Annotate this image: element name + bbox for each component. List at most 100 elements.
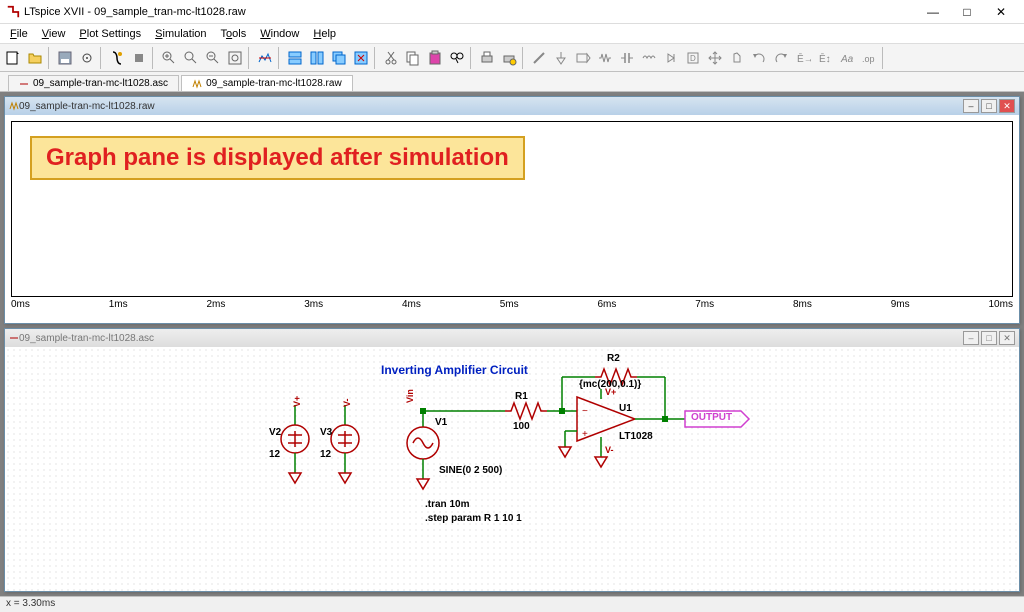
- draw-wire-icon[interactable]: [528, 47, 550, 69]
- x-tick: 10ms: [989, 299, 1013, 310]
- run-icon[interactable]: [106, 47, 128, 69]
- menu-tools[interactable]: Tools: [215, 26, 253, 42]
- halt-icon[interactable]: [128, 47, 150, 69]
- v3-name[interactable]: V3: [320, 427, 332, 438]
- menu-simulation[interactable]: Simulation: [149, 26, 212, 42]
- waveform-icon: [9, 101, 19, 111]
- status-text: x = 3.30ms: [6, 598, 55, 609]
- x-tick: 8ms: [793, 299, 812, 310]
- graph-body[interactable]: Graph pane is displayed after simulation…: [5, 115, 1019, 323]
- u1-name[interactable]: U1: [619, 403, 632, 414]
- schematic-canvas[interactable]: Inverting Amplifier Circuit V+: [5, 347, 1019, 591]
- schematic-titlebar[interactable]: 09_sample-tran-mc-lt1028.asc – □ ✕: [5, 329, 1019, 347]
- v2-value[interactable]: 12: [269, 449, 280, 460]
- label-net-icon[interactable]: [572, 47, 594, 69]
- child-minimize-button[interactable]: –: [963, 331, 979, 345]
- svg-text:.op: .op: [862, 54, 875, 64]
- v3-component[interactable]: V-: [331, 398, 359, 483]
- child-close-button[interactable]: ✕: [999, 331, 1015, 345]
- spice-tran[interactable]: .tran 10m: [425, 499, 469, 510]
- v1-sine[interactable]: SINE(0 2 500): [439, 465, 502, 476]
- plot-area[interactable]: Graph pane is displayed after simulation: [11, 121, 1013, 297]
- schematic-icon: [19, 79, 29, 89]
- r1-name[interactable]: R1: [515, 391, 528, 402]
- x-tick: 5ms: [500, 299, 519, 310]
- print-setup-icon[interactable]: [498, 47, 520, 69]
- menu-plot-settings[interactable]: Plot Settings: [73, 26, 147, 42]
- open-icon[interactable]: [24, 47, 46, 69]
- child-maximize-button[interactable]: □: [981, 99, 997, 113]
- draw-ground-icon[interactable]: [550, 47, 572, 69]
- child-close-button[interactable]: ✕: [999, 99, 1015, 113]
- v1-component[interactable]: Vin: [405, 389, 439, 489]
- autorange-icon[interactable]: [254, 47, 276, 69]
- menu-window[interactable]: Window: [254, 26, 305, 42]
- text-icon[interactable]: Aa: [836, 47, 858, 69]
- u1-model[interactable]: LT1028: [619, 431, 653, 442]
- zoom-out-icon[interactable]: [202, 47, 224, 69]
- workspace: 09_sample-tran-mc-lt1028.raw – □ ✕ Graph…: [0, 92, 1024, 596]
- spice-step[interactable]: .step param R 1 10 1: [425, 513, 522, 524]
- menu-view[interactable]: View: [36, 26, 72, 42]
- waveform-icon: [192, 79, 202, 89]
- find-icon[interactable]: [446, 47, 468, 69]
- component-icon[interactable]: D: [682, 47, 704, 69]
- paste-icon[interactable]: [424, 47, 446, 69]
- zoom-fit-icon[interactable]: [224, 47, 246, 69]
- child-minimize-button[interactable]: –: [963, 99, 979, 113]
- close-all-icon[interactable]: [350, 47, 372, 69]
- v3-value[interactable]: 12: [320, 449, 331, 460]
- u1-opamp[interactable]: − + V+ V-: [577, 387, 635, 467]
- svg-text:+: +: [582, 429, 588, 440]
- r2-name[interactable]: R2: [607, 353, 620, 364]
- new-schematic-icon[interactable]: [2, 47, 24, 69]
- spice-directive-icon[interactable]: .op: [858, 47, 880, 69]
- save-icon[interactable]: [54, 47, 76, 69]
- x-axis: 0ms 1ms 2ms 3ms 4ms 5ms 6ms 7ms 8ms 9ms …: [11, 297, 1013, 310]
- v2-component[interactable]: V+: [281, 396, 309, 483]
- control-panel-icon[interactable]: [76, 47, 98, 69]
- tab-schematic[interactable]: 09_sample-tran-mc-lt1028.asc: [8, 75, 179, 91]
- svg-text:Ē↕: Ē↕: [819, 53, 831, 65]
- tile-v-icon[interactable]: [306, 47, 328, 69]
- v2-name[interactable]: V2: [269, 427, 281, 438]
- tab-label: 09_sample-tran-mc-lt1028.asc: [33, 78, 168, 89]
- r1-value[interactable]: 100: [513, 421, 530, 432]
- maximize-button[interactable]: □: [950, 1, 984, 23]
- cut-icon[interactable]: [380, 47, 402, 69]
- svg-text:D: D: [690, 54, 696, 63]
- inductor-icon[interactable]: [638, 47, 660, 69]
- minimize-button[interactable]: —: [916, 1, 950, 23]
- tab-waveform[interactable]: 09_sample-tran-mc-lt1028.raw: [181, 75, 353, 91]
- undo-icon[interactable]: [748, 47, 770, 69]
- rotate-icon[interactable]: Ē→: [792, 47, 814, 69]
- graph-titlebar[interactable]: 09_sample-tran-mc-lt1028.raw – □ ✕: [5, 97, 1019, 115]
- zoom-in-icon[interactable]: [158, 47, 180, 69]
- tile-h-icon[interactable]: [284, 47, 306, 69]
- schematic-window: 09_sample-tran-mc-lt1028.asc – □ ✕ Inver…: [4, 328, 1020, 592]
- r2-value[interactable]: {mc(200,0.1)}: [579, 379, 641, 390]
- menubar: File View Plot Settings Simulation Tools…: [0, 24, 1024, 44]
- cascade-icon[interactable]: [328, 47, 350, 69]
- print-icon[interactable]: [476, 47, 498, 69]
- svg-text:Ē→: Ē→: [797, 53, 811, 65]
- pan-icon[interactable]: [180, 47, 202, 69]
- svg-text:V+: V+: [292, 396, 302, 407]
- diode-icon[interactable]: [660, 47, 682, 69]
- redo-icon[interactable]: [770, 47, 792, 69]
- copy-icon[interactable]: [402, 47, 424, 69]
- drag-icon[interactable]: [726, 47, 748, 69]
- menu-file[interactable]: File: [4, 26, 34, 42]
- graph-window: 09_sample-tran-mc-lt1028.raw – □ ✕ Graph…: [4, 96, 1020, 324]
- mirror-icon[interactable]: Ē↕: [814, 47, 836, 69]
- child-maximize-button[interactable]: □: [981, 331, 997, 345]
- v1-name[interactable]: V1: [435, 417, 447, 428]
- close-button[interactable]: ✕: [984, 1, 1018, 23]
- circuit-svg: V+ V-: [5, 347, 1019, 591]
- resistor-icon[interactable]: [594, 47, 616, 69]
- svg-text:Aa: Aa: [840, 54, 854, 65]
- move-icon[interactable]: [704, 47, 726, 69]
- capacitor-icon[interactable]: [616, 47, 638, 69]
- menu-help[interactable]: Help: [307, 26, 342, 42]
- r1-component[interactable]: [505, 403, 547, 419]
